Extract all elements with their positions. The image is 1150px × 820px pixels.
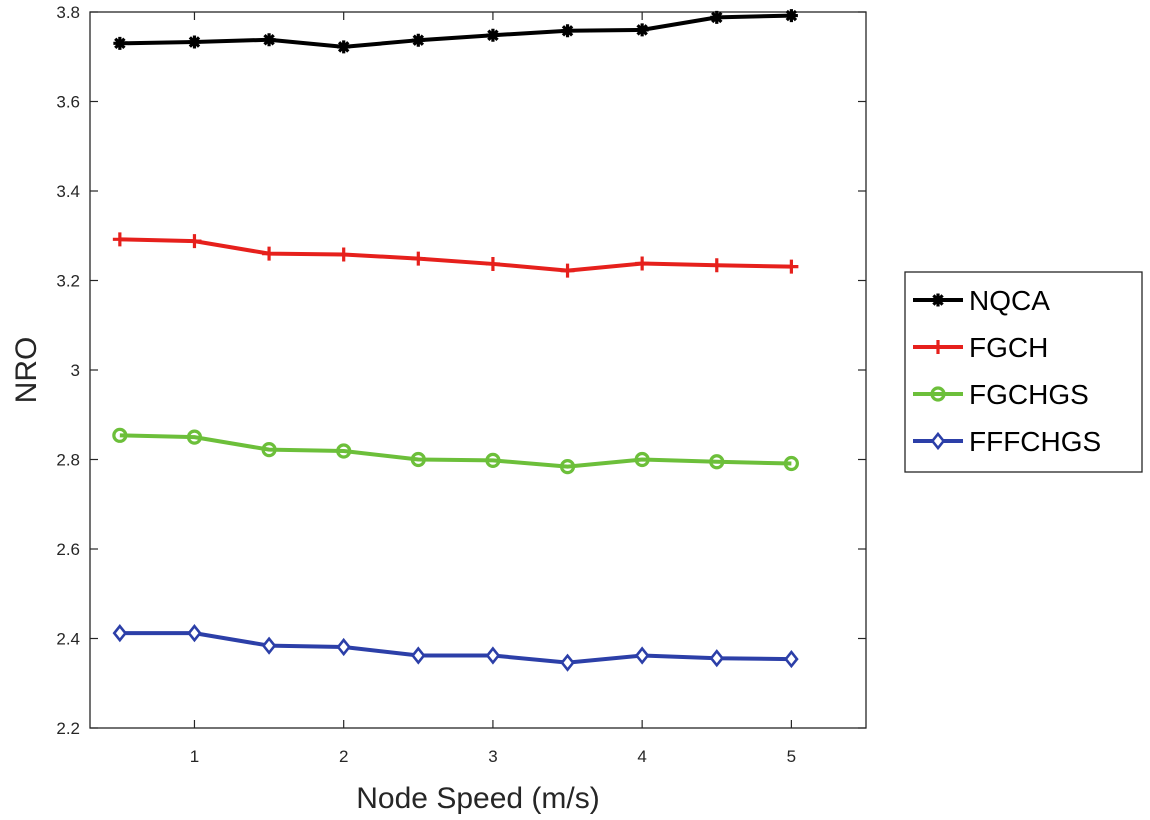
series-line xyxy=(119,13,792,49)
data-point xyxy=(336,637,351,657)
y-tick-label: 3.8 xyxy=(56,3,80,22)
y-tick-label: 2.8 xyxy=(56,451,80,470)
y-axis-label: NRO xyxy=(10,337,43,404)
data-point xyxy=(410,451,426,468)
legend-box xyxy=(904,271,1143,473)
legend-marker xyxy=(930,431,946,451)
data-point xyxy=(186,429,203,445)
series-nqca xyxy=(113,9,798,54)
data-point xyxy=(411,251,426,266)
data-point xyxy=(784,9,798,23)
data-point xyxy=(709,649,725,668)
y-tick-label: 3 xyxy=(71,361,80,380)
x-axis-label: Node Speed (m/s) xyxy=(356,782,599,815)
data-point xyxy=(634,646,650,665)
plot-frame xyxy=(89,11,867,729)
data-point xyxy=(783,455,799,472)
data-point xyxy=(485,452,501,468)
data-point xyxy=(187,35,201,49)
x-axis: 1 2 3 4 5 xyxy=(190,12,796,766)
legend-marker xyxy=(931,293,945,307)
data-point xyxy=(262,246,277,261)
y-axis: 2.2 2.4 2.6 2.8 3 3.2 3.4 3.6 3.8 xyxy=(56,3,866,738)
legend-label: NQCA xyxy=(969,285,1050,316)
series-line xyxy=(119,433,792,469)
data-point xyxy=(112,427,128,443)
data-point xyxy=(336,443,352,459)
y-tick-label: 2.4 xyxy=(56,630,80,649)
x-tick-label: 4 xyxy=(637,747,646,766)
series-fgchgs xyxy=(112,427,799,475)
data-point xyxy=(635,23,649,37)
data-point xyxy=(709,454,725,470)
data-point xyxy=(485,256,500,271)
plot-area: 2.2 2.4 2.6 2.8 3 3.2 3.4 3.6 3.8 1 2 3 4 5 xyxy=(56,3,867,766)
y-tick-label: 2.6 xyxy=(56,540,80,559)
data-point xyxy=(336,247,351,262)
legend-marker xyxy=(930,386,946,402)
data-point xyxy=(560,263,575,278)
data-point xyxy=(486,28,500,42)
data-point xyxy=(337,40,351,54)
data-point xyxy=(784,259,799,274)
x-tick-label: 3 xyxy=(488,747,497,766)
y-tick-label: 3.2 xyxy=(56,272,80,291)
series-line xyxy=(119,237,792,273)
data-point xyxy=(411,646,426,665)
data-point xyxy=(485,646,501,665)
data-point xyxy=(561,24,575,38)
data-point xyxy=(411,33,425,47)
x-tick-label: 5 xyxy=(787,747,796,766)
legend-label: FFFCHGS xyxy=(969,426,1101,457)
y-tick-label: 2.2 xyxy=(56,719,80,738)
series-line xyxy=(119,631,792,665)
legend-item-fgchgs: FGCHGS xyxy=(913,379,1089,410)
data-point xyxy=(113,36,127,50)
data-point xyxy=(710,10,724,24)
legend-label: FGCH xyxy=(969,332,1048,363)
data-point xyxy=(262,33,276,47)
data-point xyxy=(261,442,277,458)
legend-marker xyxy=(931,340,945,354)
data-point xyxy=(709,258,724,273)
series-fffchgs xyxy=(112,624,799,672)
data-point xyxy=(187,234,202,249)
legend-item-fffchgs: FFFCHGS xyxy=(913,426,1101,457)
legend-item-fgch: FGCH xyxy=(913,332,1048,363)
legend-label: FGCHGS xyxy=(969,379,1089,410)
data-point xyxy=(559,459,576,475)
data-point xyxy=(635,256,650,271)
data-point xyxy=(112,624,128,643)
x-tick-label: 2 xyxy=(339,747,348,766)
data-point xyxy=(634,451,650,468)
data-point xyxy=(784,650,799,669)
data-point xyxy=(560,653,575,672)
series-fgch xyxy=(112,232,799,278)
data-point xyxy=(187,624,202,643)
legend: NQCA FGCH FGCHGS FFFCHGS xyxy=(904,271,1143,473)
x-tick-label: 1 xyxy=(190,747,199,766)
y-tick-label: 3.4 xyxy=(56,182,80,201)
series-layer xyxy=(112,9,799,672)
data-point xyxy=(261,636,277,655)
data-point xyxy=(112,232,127,247)
y-tick-label: 3.6 xyxy=(56,93,80,112)
legend-item-nqca: NQCA xyxy=(913,285,1050,316)
